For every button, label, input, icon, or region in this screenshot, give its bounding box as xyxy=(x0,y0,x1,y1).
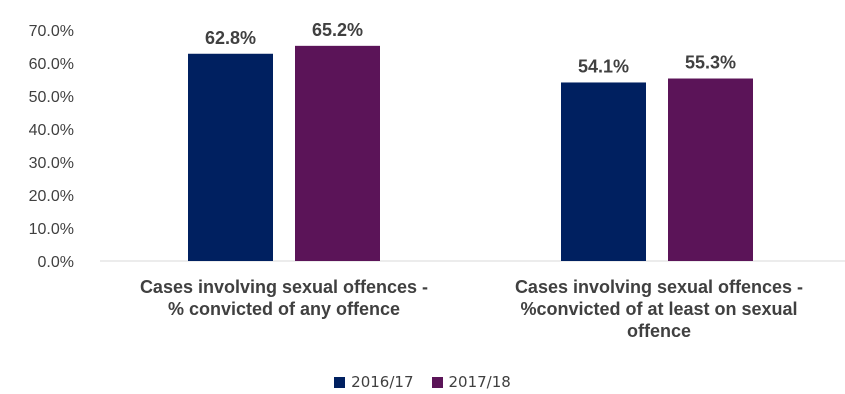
category-label-1: Cases involving sexual offences - % conv… xyxy=(94,276,474,320)
category-label-line: % convicted of any offence xyxy=(167,299,401,319)
category-label-line: offence xyxy=(626,321,691,341)
y-tick-label: 60.0% xyxy=(29,56,74,73)
legend-label: 2016/17 xyxy=(351,373,414,391)
data-label: 55.3% xyxy=(685,53,736,73)
y-tick-label: 50.0% xyxy=(29,89,74,106)
data-label: 62.8% xyxy=(205,28,256,48)
legend-item-2017-18: 2017/18 xyxy=(431,373,511,391)
data-label: 65.2% xyxy=(312,20,363,40)
y-tick-label: 70.0% xyxy=(29,23,74,40)
y-tick-label: 30.0% xyxy=(29,155,74,172)
legend-swatch xyxy=(431,376,443,388)
category-label-line: %convicted of at least on sexual xyxy=(520,299,798,319)
bar xyxy=(295,45,380,262)
y-tick-label: 40.0% xyxy=(29,122,74,139)
category-label-line: Cases involving sexual offences - xyxy=(514,277,804,297)
y-tick-label: 0.0% xyxy=(38,254,74,271)
legend-item-2016-17: 2016/17 xyxy=(334,373,414,391)
legend-swatch xyxy=(334,376,346,388)
legend: 2016/17 2017/18 xyxy=(0,373,845,391)
y-axis-ticks: 0.0% 10.0% 20.0% 30.0% 40.0% 50.0% 60.0% 70.0% xyxy=(29,23,74,271)
bar xyxy=(668,78,753,261)
y-tick-label: 20.0% xyxy=(29,188,74,205)
bar xyxy=(561,82,646,261)
y-tick-label: 10.0% xyxy=(29,221,74,238)
data-labels-group: 62.8% 54.1% 65.2% 55.3% xyxy=(205,20,736,77)
bar xyxy=(188,53,273,262)
data-label: 54.1% xyxy=(578,56,629,76)
bars-group xyxy=(188,45,753,262)
category-label-line: Cases involving sexual offences - xyxy=(139,277,429,297)
legend-label: 2017/18 xyxy=(448,373,511,391)
category-label-2: Cases involving sexual offences - %convi… xyxy=(469,276,845,342)
